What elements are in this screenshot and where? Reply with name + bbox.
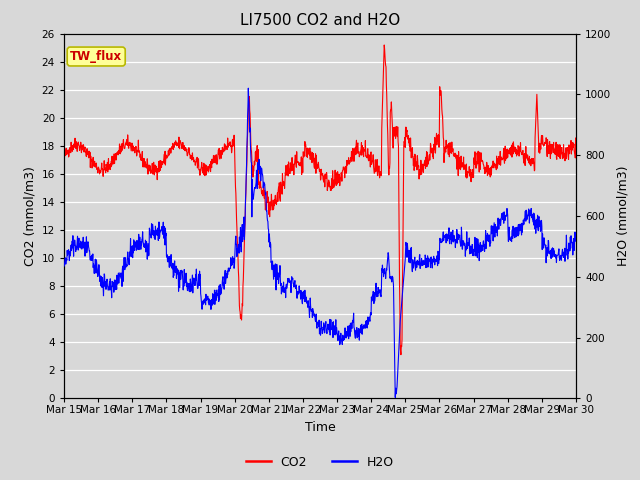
X-axis label: Time: Time [305, 421, 335, 434]
Text: TW_flux: TW_flux [70, 50, 122, 63]
Y-axis label: H2O (mmol/m3): H2O (mmol/m3) [617, 166, 630, 266]
Title: LI7500 CO2 and H2O: LI7500 CO2 and H2O [240, 13, 400, 28]
Legend: CO2, H2O: CO2, H2O [241, 451, 399, 474]
Y-axis label: CO2 (mmol/m3): CO2 (mmol/m3) [23, 166, 36, 266]
